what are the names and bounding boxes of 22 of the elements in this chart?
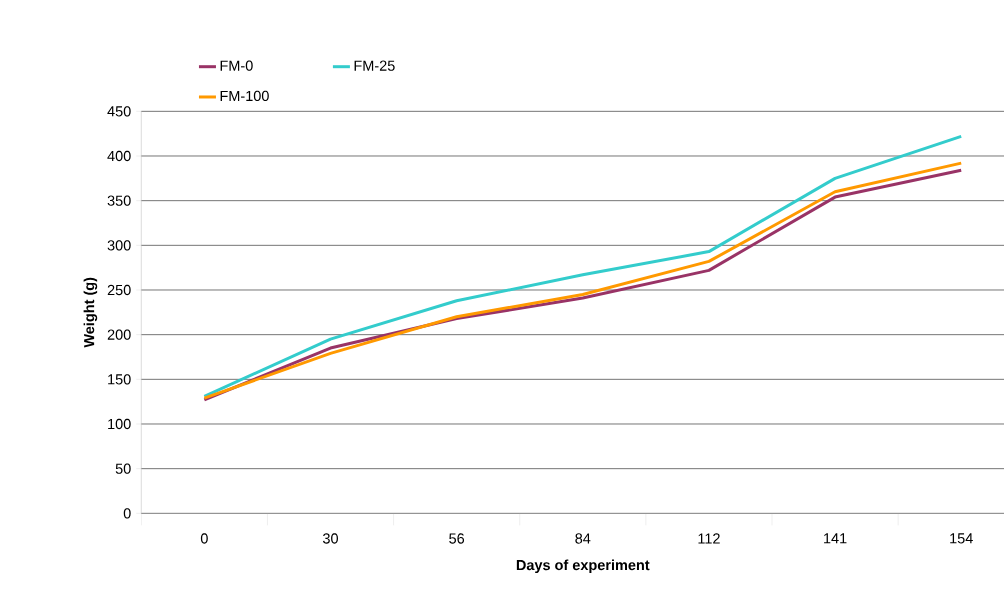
x-tick-label: 154	[950, 533, 973, 544]
y-axis-title: Weight (g)	[83, 277, 98, 348]
y-tick-label: 250	[107, 284, 131, 296]
y-tick-label: 300	[107, 240, 131, 251]
legend-label: FM-0	[220, 60, 253, 71]
x-tick-label: 30	[322, 533, 338, 544]
legend-label: FM-100	[220, 90, 269, 102]
x-tick-label: 84	[575, 533, 591, 544]
x-axis-title: Days of experiment	[516, 559, 650, 574]
y-tick-label: 0	[123, 508, 131, 519]
y-tick-label: 100	[108, 418, 131, 430]
y-tick-label: 400	[107, 150, 131, 162]
x-tick-label: 112	[698, 533, 720, 544]
x-tick-label: 0	[200, 533, 208, 544]
y-tick-label: 50	[115, 463, 131, 474]
y-tick-label: 150	[108, 374, 131, 385]
x-tick-label: 56	[449, 533, 465, 544]
legend-label: FM-25	[354, 60, 395, 71]
y-tick-label: 200	[107, 329, 131, 340]
y-tick-label: 450	[107, 106, 131, 117]
x-tick-label: 141	[824, 533, 847, 544]
y-tick-label: 350	[107, 195, 131, 206]
